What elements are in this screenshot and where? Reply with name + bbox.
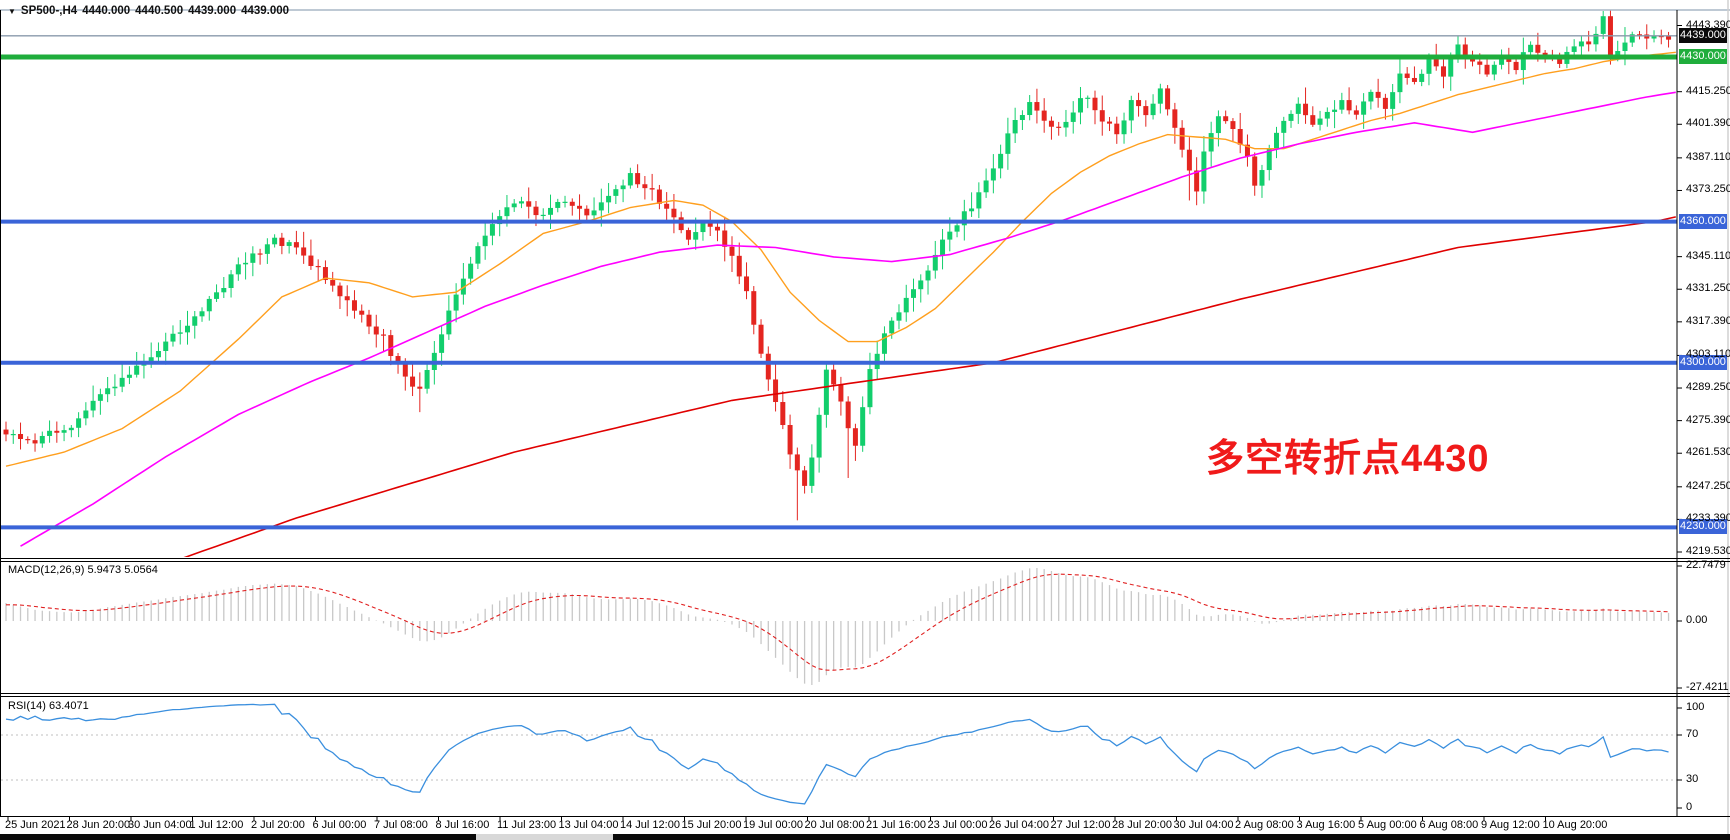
- macd-signal-line: [6, 573, 1669, 671]
- time-axis-label: 6 Aug 08:00: [1419, 819, 1479, 831]
- time-axis-label: 15 Jul 20:00: [681, 819, 742, 831]
- time-axis-label: 25 Jun 2021: [5, 819, 66, 831]
- price-tick-label: 4317.390: [1686, 314, 1730, 327]
- time-axis-label: 1 Jul 12:00: [189, 819, 244, 831]
- symbol-header: ▼ SP500-,H4 4440.000 4440.500 4439.000 4…: [8, 5, 289, 17]
- chart-text-annotation[interactable]: 多空转折点4430: [1206, 438, 1490, 480]
- rsi-axis-label: 0: [1686, 801, 1693, 813]
- price-tick-label: 4443.390: [1686, 18, 1730, 31]
- price-tick-label: 4219.530: [1686, 545, 1730, 557]
- time-axis-label: 7 Jul 08:00: [374, 819, 428, 831]
- time-axis-label: 21 Jul 16:00: [866, 819, 926, 831]
- panel-separator-0[interactable]: [0, 558, 1730, 559]
- rsi-indicator-label: RSI(14) 63.4071: [8, 700, 89, 712]
- time-axis-label: 5 Aug 00:00: [1358, 819, 1417, 831]
- time-axis-label: 10 Aug 20:00: [1542, 819, 1608, 831]
- level-4360-badge: 4360.000: [1679, 213, 1727, 229]
- level-4230-badge: 4230.000: [1679, 519, 1727, 535]
- price-tick-label: 4275.390: [1686, 413, 1730, 426]
- macd-plot: [5, 568, 1670, 685]
- current-price-line-badge: 4439.000: [1679, 27, 1727, 43]
- rsi-axis-label: 100: [1686, 701, 1705, 713]
- macd-indicator-label: MACD(12,26,9) 5.9473 5.0564: [8, 564, 158, 576]
- price-tick-label: 4331.250: [1686, 282, 1730, 295]
- time-axis-label: 19 Jul 00:00: [743, 819, 803, 831]
- bar-open: 4440.000: [82, 5, 131, 17]
- price-tick-label: 4303.110: [1686, 348, 1730, 361]
- time-axis-label: 3 Aug 16:00: [1296, 819, 1356, 831]
- price-tick-label: 4345.110: [1686, 249, 1730, 262]
- panel-separator-1[interactable]: [0, 561, 1730, 562]
- rsi-axis-label: 30: [1686, 773, 1699, 785]
- price-tick-label: 4289.250: [1686, 381, 1730, 394]
- time-axis-label: 27 Jul 12:00: [1050, 819, 1111, 831]
- bar-high: 4440.500: [135, 5, 184, 17]
- ma-mid-magenta: [20, 91, 1676, 547]
- bar-low: 4439.000: [188, 5, 237, 17]
- time-axis-label: 28 Jun 20:00: [66, 819, 131, 831]
- ma-slow-red: [183, 216, 1676, 557]
- time-axis-label: 2 Aug 08:00: [1235, 819, 1294, 831]
- symbol-name: SP500-,H4: [20, 5, 78, 17]
- panel-separator-3[interactable]: [0, 696, 1730, 697]
- panel-separator-4[interactable]: [0, 816, 1730, 817]
- macd-axis-label: 22.7479: [1686, 559, 1726, 571]
- macd-axis-label: -27.4211: [1686, 681, 1729, 693]
- time-axis-label: 8 Jul 16:00: [435, 819, 490, 831]
- time-axis-label: 30 Jul 04:00: [1173, 819, 1234, 831]
- level-4300-badge: 4300.000: [1679, 354, 1727, 370]
- horizontal-scrollbar[interactable]: [0, 834, 1730, 840]
- time-axis-label: 26 Jul 04:00: [989, 819, 1049, 831]
- time-axis-label: 30 Jun 04:00: [128, 819, 192, 831]
- rsi-axis-label: 70: [1686, 728, 1699, 740]
- price-tick-label: 4261.530: [1686, 446, 1730, 459]
- price-tick-label: 4415.250: [1686, 84, 1730, 97]
- chevron-down-icon[interactable]: ▼: [8, 6, 16, 16]
- time-axis-label: 6 Jul 00:00: [312, 819, 367, 831]
- ma-fast-orange: [5, 51, 1676, 467]
- time-axis-label: 14 Jul 12:00: [620, 819, 680, 831]
- macd-axis-label: 0.00: [1686, 614, 1708, 626]
- price-tick-label: 4373.250: [1686, 183, 1730, 196]
- time-axis-label: 2 Jul 20:00: [251, 819, 305, 831]
- panel-separator-2[interactable]: [0, 693, 1730, 694]
- price-tick-label: 4387.110: [1686, 150, 1730, 163]
- time-axis-label: 9 Aug 12:00: [1481, 819, 1540, 831]
- price-tick-label: 4247.250: [1686, 479, 1730, 492]
- time-axis-label: 28 Jul 20:00: [1112, 819, 1172, 831]
- time-axis-label: 11 Jul 23:00: [497, 819, 557, 831]
- rsi-plot: [1, 703, 1677, 805]
- price-tick-label: 4233.390: [1686, 512, 1730, 525]
- time-axis-label: 13 Jul 04:00: [558, 819, 619, 831]
- time-axis-label: 20 Jul 08:00: [804, 819, 865, 831]
- bar-close: 4439.000: [241, 5, 290, 17]
- time-axis-label: 23 Jul 00:00: [927, 819, 988, 831]
- rsi-line: [5, 703, 1669, 805]
- level-4430-badge: 4430.000: [1679, 48, 1727, 64]
- price-tick-label: 4401.390: [1686, 117, 1730, 130]
- scrollbar-thumb[interactable]: [476, 834, 613, 840]
